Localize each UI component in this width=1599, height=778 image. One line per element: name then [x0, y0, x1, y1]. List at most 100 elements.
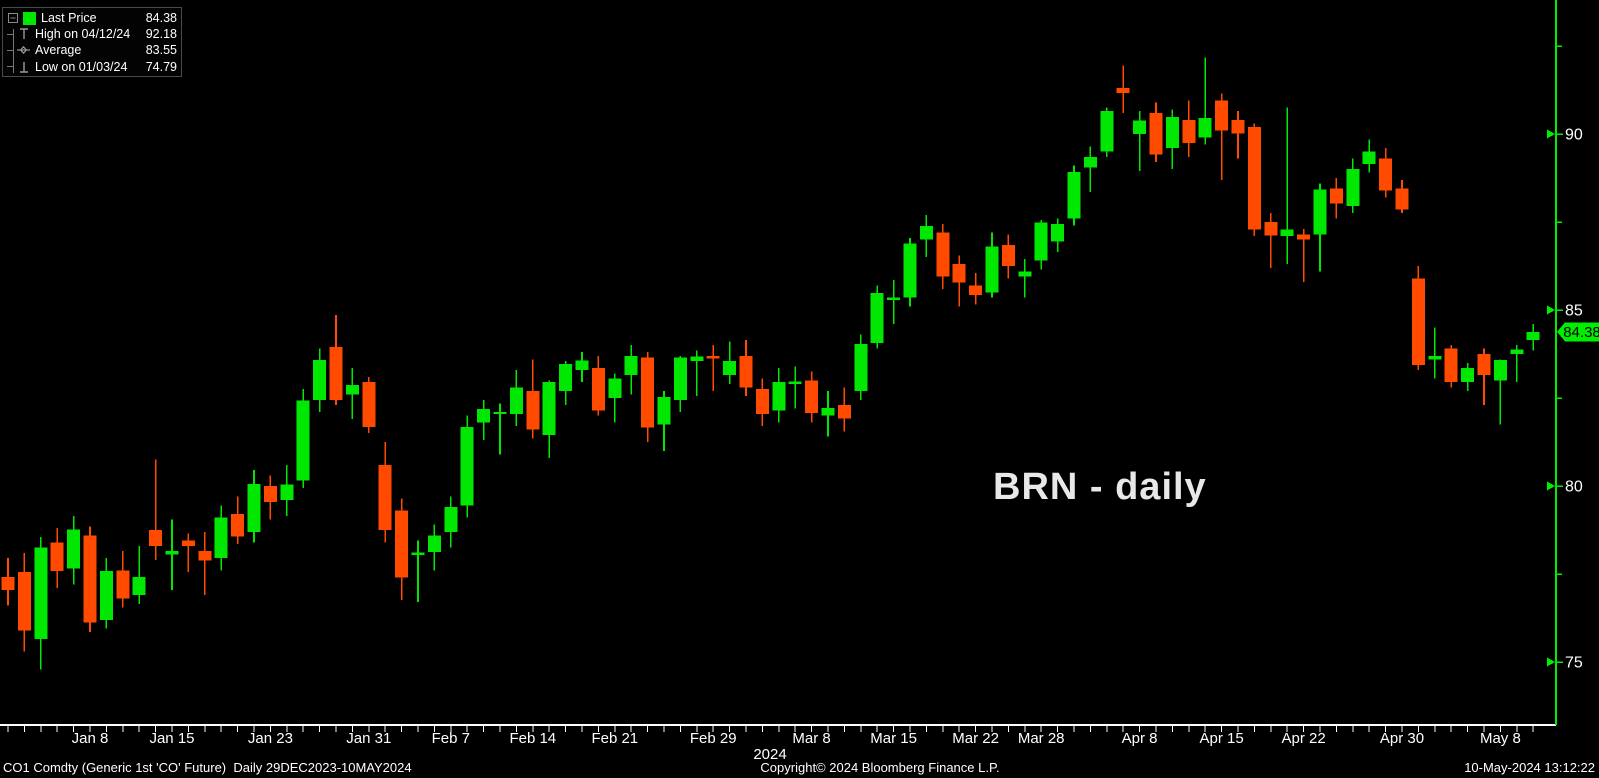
candle[interactable]	[99, 558, 113, 629]
candle[interactable]	[575, 352, 589, 383]
candle[interactable]	[1133, 111, 1147, 171]
candle[interactable]	[214, 505, 228, 571]
candle[interactable]	[1329, 178, 1343, 219]
candle[interactable]	[1264, 213, 1278, 268]
candle[interactable]	[132, 545, 146, 604]
candle[interactable]	[1116, 65, 1130, 113]
candle[interactable]	[493, 403, 507, 455]
candle[interactable]	[1149, 102, 1163, 163]
candle[interactable]	[116, 551, 130, 608]
candle[interactable]	[427, 524, 441, 571]
candle[interactable]	[542, 380, 556, 458]
candle[interactable]	[690, 350, 704, 397]
candle[interactable]	[706, 345, 720, 391]
candle[interactable]	[329, 314, 343, 406]
candle[interactable]	[755, 378, 769, 427]
candle[interactable]	[181, 533, 195, 573]
candle[interactable]	[345, 368, 359, 420]
candle[interactable]	[591, 355, 605, 416]
candle[interactable]	[657, 390, 671, 451]
candle[interactable]	[1, 558, 15, 606]
candle[interactable]	[952, 255, 966, 307]
candle[interactable]	[50, 528, 64, 589]
candle[interactable]	[509, 369, 523, 427]
candle[interactable]	[1034, 220, 1048, 270]
candle[interactable]	[985, 232, 999, 298]
candle[interactable]	[1067, 165, 1081, 226]
candle[interactable]	[1182, 100, 1196, 157]
candle[interactable]	[1461, 362, 1475, 391]
candle[interactable]	[624, 345, 638, 395]
candle[interactable]	[919, 214, 933, 258]
candle[interactable]	[1001, 234, 1015, 279]
candle[interactable]	[1018, 258, 1032, 298]
legend-expander-icon[interactable]	[8, 13, 18, 24]
candle[interactable]	[378, 442, 392, 543]
candle[interactable]	[1083, 146, 1097, 193]
legend-row-last-price[interactable]: Last Price 84.38	[3, 10, 177, 26]
candle[interactable]	[821, 390, 835, 437]
candle[interactable]	[772, 368, 786, 423]
candle[interactable]	[1297, 229, 1311, 282]
candle[interactable]	[1231, 111, 1245, 159]
candle[interactable]	[641, 352, 655, 442]
candle[interactable]	[67, 515, 81, 585]
candle[interactable]	[723, 341, 737, 384]
candle[interactable]	[739, 339, 753, 397]
candle[interactable]	[559, 361, 573, 406]
candle[interactable]	[608, 373, 622, 423]
candle[interactable]	[444, 496, 458, 548]
candle[interactable]	[1215, 93, 1229, 180]
candle[interactable]	[854, 334, 868, 400]
legend-row-low[interactable]: Low on 01/03/24 74.79	[3, 59, 177, 75]
candle[interactable]	[313, 348, 327, 413]
candle[interactable]	[263, 475, 277, 520]
candle[interactable]	[1493, 359, 1507, 425]
candle[interactable]	[34, 537, 48, 670]
candle[interactable]	[1395, 179, 1409, 214]
candle[interactable]	[936, 223, 950, 289]
candle[interactable]	[1247, 123, 1261, 237]
candle[interactable]	[198, 531, 212, 596]
candle[interactable]	[1280, 107, 1294, 265]
candle[interactable]	[362, 376, 376, 434]
candle[interactable]	[903, 237, 917, 307]
candle[interactable]	[1526, 324, 1540, 351]
candle[interactable]	[1510, 345, 1524, 383]
candle[interactable]	[231, 496, 245, 545]
candle[interactable]	[788, 366, 802, 409]
candle[interactable]	[17, 552, 31, 652]
candle[interactable]	[805, 371, 819, 423]
candle[interactable]	[1444, 345, 1458, 388]
candle[interactable]	[411, 540, 425, 603]
candle[interactable]	[1100, 107, 1114, 157]
candle[interactable]	[1477, 348, 1491, 406]
candle[interactable]	[395, 498, 409, 601]
candle[interactable]	[83, 526, 97, 633]
legend-row-high[interactable]: High on 04/12/24 92.18	[3, 26, 177, 42]
candle[interactable]	[1051, 218, 1065, 252]
candle[interactable]	[969, 273, 983, 305]
candle[interactable]	[673, 355, 687, 413]
candle[interactable]	[1411, 266, 1425, 370]
candle[interactable]	[1165, 109, 1179, 170]
chart-legend[interactable]: Last Price 84.38 High on 04/12/24 92.18 …	[2, 7, 182, 77]
candle[interactable]	[1313, 183, 1327, 272]
candle[interactable]	[870, 285, 884, 349]
candle[interactable]	[837, 387, 851, 432]
candle[interactable]	[887, 280, 901, 325]
candle[interactable]	[460, 415, 474, 518]
candle[interactable]	[1198, 57, 1212, 145]
candle[interactable]	[280, 464, 294, 516]
candle[interactable]	[247, 470, 261, 543]
candle[interactable]	[477, 399, 491, 441]
candle[interactable]	[296, 389, 310, 488]
candle[interactable]	[1379, 148, 1393, 198]
candle[interactable]	[165, 519, 179, 590]
candle[interactable]	[149, 459, 163, 560]
candle[interactable]	[526, 359, 540, 439]
legend-row-average[interactable]: Average 83.55	[3, 42, 177, 58]
candle[interactable]	[1362, 139, 1376, 173]
candle[interactable]	[1346, 158, 1360, 214]
